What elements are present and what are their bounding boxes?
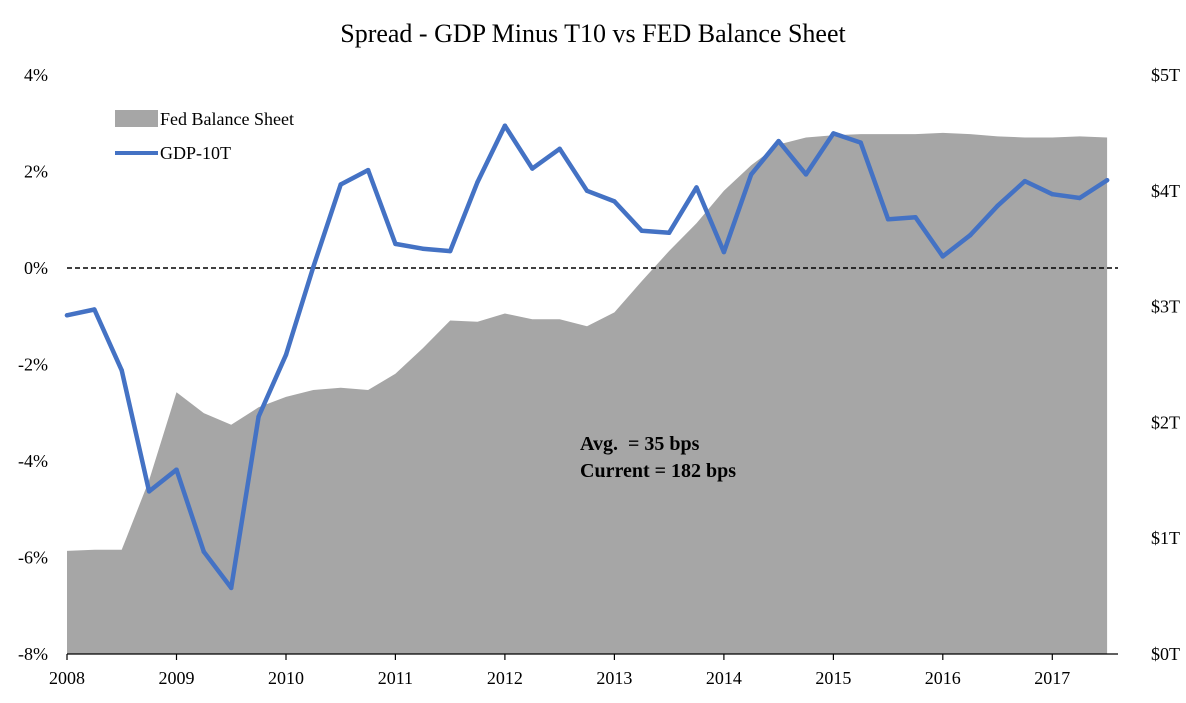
gdp-10t-point xyxy=(1104,178,1110,183)
fed-balance-sheet-area-layer xyxy=(67,132,1108,654)
fed-balance-sheet-area xyxy=(67,132,1108,654)
right-axis-tick-label: $0T xyxy=(1151,644,1180,664)
annotation-current: Current = 182 bps xyxy=(580,460,736,482)
annotation: Avg. = 35 bps Current = 182 bps xyxy=(580,433,736,482)
chart-title: Spread - GDP Minus T10 vs FED Balance Sh… xyxy=(340,19,846,48)
left-axis-tick-label: 0% xyxy=(24,258,48,278)
x-axis-tick-label: 2008 xyxy=(49,668,85,688)
gdp-10t-point xyxy=(393,241,398,247)
gdp-10t-point xyxy=(584,188,590,193)
gdp-10t-point xyxy=(776,138,781,144)
gdp-10t-point xyxy=(1077,195,1082,201)
left-axis-tick-label: 4% xyxy=(24,65,48,85)
legend-label-fed-balance-sheet: Fed Balance Sheet xyxy=(160,109,294,129)
right-axis-tick-label: $3T xyxy=(1151,297,1180,317)
gdp-10t-point xyxy=(694,185,699,190)
gdp-10t-point xyxy=(338,182,343,187)
gdp-10t-point xyxy=(557,146,562,151)
right-axis-tick-label: $5T xyxy=(1151,65,1180,85)
x-axis-tick-label: 2012 xyxy=(487,668,523,688)
gdp-10t-point xyxy=(448,248,453,254)
gdp-10t-line-layer xyxy=(64,123,1110,591)
gdp-10t-point xyxy=(420,246,425,251)
gdp-10t-point xyxy=(201,549,206,554)
left-axis-ticks: -8% -6% -4% -2% 0% 2% 4% xyxy=(18,65,48,664)
gdp-10t-point xyxy=(530,166,535,171)
annotation-average: Avg. = 35 bps xyxy=(580,433,700,455)
gdp-10t-point xyxy=(858,140,863,145)
left-axis-tick-label: -4% xyxy=(18,451,48,471)
gdp-10t-point xyxy=(475,179,480,185)
gdp-10t-point xyxy=(612,199,617,204)
x-axis-tick-label: 2015 xyxy=(815,668,851,688)
x-axis-tick-label: 2010 xyxy=(268,668,304,688)
gdp-10t-point xyxy=(995,203,1000,208)
right-axis-tick-label: $1T xyxy=(1151,528,1180,548)
gdp-10t-point xyxy=(749,172,754,177)
gdp-10t-point xyxy=(92,307,97,312)
gdp-10t-point xyxy=(283,352,289,357)
legend-swatch-fed-balance-sheet xyxy=(115,110,158,127)
legend-label-gdp-10t: GDP-10T xyxy=(160,143,231,163)
gdp-10t-point xyxy=(146,489,152,494)
x-axis-tick-label: 2009 xyxy=(159,668,195,688)
gdp-10t-point xyxy=(639,228,644,233)
gdp-10t-point xyxy=(831,131,836,136)
gdp-10t-point xyxy=(913,215,918,220)
legend: Fed Balance Sheet GDP-10T xyxy=(115,109,294,163)
gdp-10t-point xyxy=(502,123,508,128)
x-axis-tick-label: 2016 xyxy=(925,668,961,688)
x-axis-tick-label: 2013 xyxy=(596,668,632,688)
gdp-10t-point xyxy=(64,313,70,318)
gdp-10t-point xyxy=(174,467,179,472)
gdp-10t-point xyxy=(666,230,672,235)
gdp-10t-point xyxy=(365,167,371,173)
right-axis-tick-label: $2T xyxy=(1151,412,1180,432)
gdp-10t-point xyxy=(229,585,234,591)
gdp-10t-point xyxy=(1022,178,1028,184)
x-axis-tick-label: 2017 xyxy=(1034,668,1070,688)
gdp-10t-point xyxy=(940,254,945,259)
x-axis-ticks: 2008 2009 2010 2011 2012 2013 2014 2015 2016 2017 xyxy=(49,654,1070,688)
gdp-10t-point xyxy=(119,368,124,373)
gdp-10t-point xyxy=(968,233,973,238)
x-axis-tick-label: 2014 xyxy=(706,668,742,688)
left-axis-tick-label: 2% xyxy=(24,162,48,182)
gdp-10t-point xyxy=(256,414,261,419)
left-axis-tick-label: -8% xyxy=(18,644,48,664)
left-axis-tick-label: -6% xyxy=(18,548,48,568)
gdp-10t-point xyxy=(885,217,891,222)
right-axis-ticks: $0T $1T $2T $3T $4T $5T xyxy=(1151,65,1180,664)
gdp-10t-point xyxy=(721,249,727,255)
left-axis-tick-label: -2% xyxy=(18,355,48,375)
x-axis-tick-label: 2011 xyxy=(378,668,413,688)
right-axis-tick-label: $4T xyxy=(1151,181,1180,201)
gdp-10t-point xyxy=(1050,192,1055,197)
gdp-10t-point xyxy=(803,172,809,177)
gdp-10t-point xyxy=(311,264,316,270)
